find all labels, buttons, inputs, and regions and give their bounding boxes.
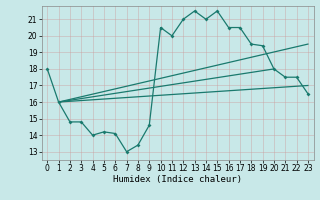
X-axis label: Humidex (Indice chaleur): Humidex (Indice chaleur) (113, 175, 242, 184)
